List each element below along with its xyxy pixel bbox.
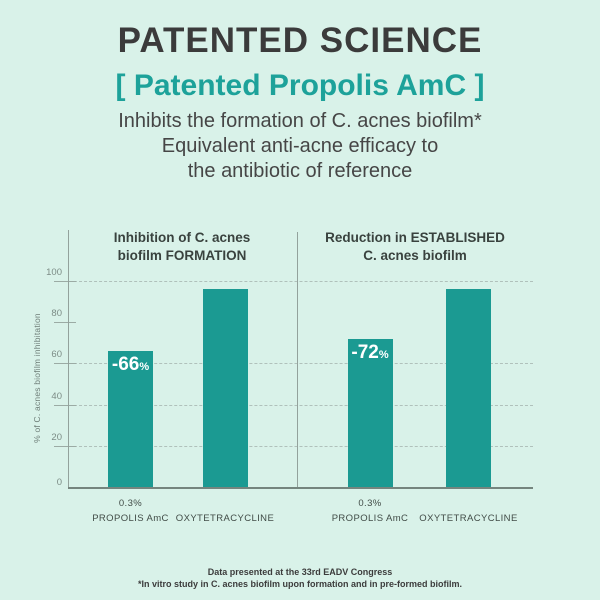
- x-category-concentration: [404, 496, 534, 511]
- bar-value-label-percent-sign: %: [139, 361, 150, 374]
- x-category-name: PROPOLIS AmC: [92, 513, 169, 524]
- y-tick-label-0: 0: [56, 477, 62, 488]
- bar-1-1: [446, 289, 491, 487]
- brand-subtitle: [ Patented Propolis AmC ]: [115, 69, 485, 102]
- y-axis-title: % of C. acnes biofilm inhibitation: [32, 313, 42, 443]
- x-category-name: PROPOLIS AmC: [331, 513, 409, 524]
- gridline-100: [69, 281, 533, 282]
- footnote-line: *In vitro study in C. acnes biofilm upon…: [137, 579, 462, 589]
- y-tick-label-80: 80: [51, 308, 62, 320]
- y-tick-label-40: 40: [51, 390, 62, 402]
- description-block: Inhibits the formation of C. acnes biofi…: [0, 109, 600, 184]
- x-category-label: OXYTETRACYCLINE: [160, 496, 290, 526]
- x-category-concentration: 0.3%: [118, 498, 143, 509]
- panel-title-line: Reduction in ESTABLISHED: [325, 230, 505, 245]
- x-category-name: OXYTETRACYCLINE: [419, 513, 518, 524]
- bar-0-0: [108, 351, 153, 487]
- description-line: Equivalent anti-acne efficacy to: [161, 135, 439, 157]
- x-category-label: OXYTETRACYCLINE: [404, 496, 534, 526]
- x-category-concentration: 0.3%: [358, 498, 382, 509]
- y-tick-label-60: 60: [51, 349, 62, 361]
- panel-title-line: biofilm FORMATION: [117, 248, 247, 263]
- bar-value-label: -72%: [351, 341, 389, 363]
- description-line: Inhibits the formation of C. acnes biofi…: [118, 110, 482, 132]
- bar-value-label-percent-sign: %: [378, 348, 389, 361]
- y-tick-20: [54, 445, 76, 447]
- panel-divider-line: [297, 232, 298, 488]
- x-category-label: 0.3% PROPOLIS AmC: [305, 496, 435, 526]
- panel-title-left: Inhibition of C. acnes biofilm FORMATION: [67, 229, 297, 265]
- panel-title-line: C. acnes biofilm: [363, 248, 467, 263]
- x-axis-line: [68, 487, 533, 489]
- gridline-60: [69, 363, 533, 365]
- gridline-40: [69, 404, 533, 406]
- y-tick-100: [54, 281, 76, 282]
- bar-0-1: [202, 289, 248, 487]
- y-tick-label-20: 20: [51, 431, 62, 443]
- y-tick-label-100: 100: [46, 267, 62, 278]
- footnote-line: Data presented at the 33rd EADV Congress: [207, 567, 393, 577]
- main-title: PATENTED SCIENCE: [117, 21, 483, 60]
- x-category-concentration: [160, 496, 290, 511]
- panel-title-line: Inhibition of C. acnes: [113, 230, 251, 245]
- y-tick-60: [54, 363, 76, 365]
- y-tick-40: [54, 404, 76, 406]
- gridline-20: [69, 445, 533, 447]
- x-category-name: OXYTETRACYCLINE: [175, 513, 275, 524]
- x-category-label: 0.3% PROPOLIS AmC: [66, 496, 196, 526]
- description-line: the antibiotic of reference: [187, 160, 413, 182]
- panel-title-right: Reduction in ESTABLISHED C. acnes biofil…: [297, 229, 533, 265]
- y-tick-80: [54, 322, 76, 324]
- y-axis-line: [68, 230, 69, 488]
- bar-value-label: -66%: [111, 354, 150, 376]
- bar-1-0: [347, 338, 393, 487]
